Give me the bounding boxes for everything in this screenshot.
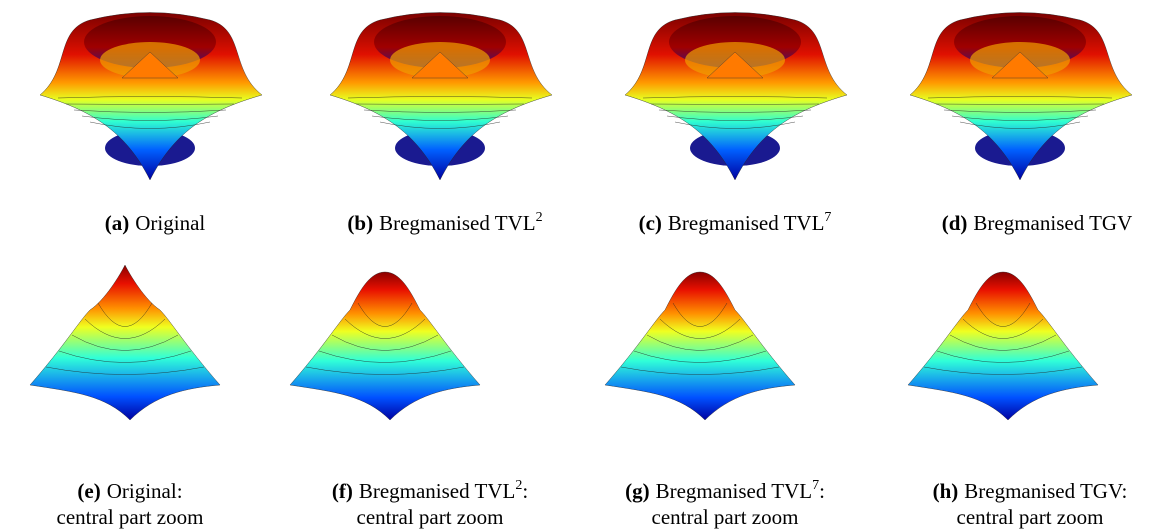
mesh-line xyxy=(949,334,1057,351)
caption: (f) Bregmanised TVL2: xyxy=(332,478,528,503)
center-cone xyxy=(121,51,179,79)
mesh-line xyxy=(45,366,205,375)
caption-label: (b) xyxy=(347,211,373,235)
caption-line2: central part zoom xyxy=(652,505,799,529)
mesh-line xyxy=(650,103,820,105)
mesh-line xyxy=(89,121,211,129)
caption: (a) Original xyxy=(105,211,206,235)
caption-line2: central part zoom xyxy=(357,505,504,529)
mesh-line xyxy=(935,103,1105,105)
mesh-line xyxy=(666,115,804,121)
mesh-line xyxy=(331,334,439,351)
mesh-line xyxy=(65,103,235,105)
mesh-line xyxy=(951,115,1089,121)
caption-label: (c) xyxy=(639,211,662,235)
mesh-line xyxy=(73,109,227,113)
mesh-line xyxy=(344,318,426,339)
caption-label: (a) xyxy=(105,211,130,235)
mesh-line xyxy=(347,96,533,99)
caption-text: Original xyxy=(135,211,205,235)
caption-line2: central part zoom xyxy=(57,505,204,529)
center-cone xyxy=(706,51,764,79)
mesh-line xyxy=(355,103,525,105)
mesh-line xyxy=(633,350,767,363)
center-cone xyxy=(991,51,1049,79)
mesh-line xyxy=(84,318,166,339)
mesh-line xyxy=(357,302,413,327)
caption-label: (g) xyxy=(625,479,650,503)
caption: (b) Bregmanised TVL2 xyxy=(347,210,542,235)
mesh-line xyxy=(642,96,828,99)
caption: (e) Original: xyxy=(77,479,182,503)
center-cone xyxy=(411,51,469,79)
surface xyxy=(289,271,481,421)
mesh-line xyxy=(363,109,517,113)
mesh-line xyxy=(923,366,1083,375)
caption-line2: central part zoom xyxy=(957,505,1104,529)
caption-text: Bregmanised TGV xyxy=(973,211,1132,235)
caption: (h) Bregmanised TGV: xyxy=(933,479,1128,503)
mesh-line xyxy=(57,96,243,99)
mesh-line xyxy=(936,350,1070,363)
mesh-line xyxy=(674,121,796,129)
mesh-line xyxy=(959,121,1081,129)
caption-label: (e) xyxy=(77,479,100,503)
caption-label: (d) xyxy=(942,211,968,235)
caption-superscript: 2 xyxy=(515,478,522,493)
caption-text: Bregmanised TVL xyxy=(379,211,536,235)
caption-superscript: 2 xyxy=(536,210,543,225)
mesh-line xyxy=(659,318,741,339)
caption-suffix: : xyxy=(522,479,528,503)
mesh-line xyxy=(81,115,219,121)
mesh-line xyxy=(58,350,192,363)
mesh-line xyxy=(71,334,179,351)
mesh-line xyxy=(305,366,465,375)
caption-suffix: : xyxy=(819,479,825,503)
mesh-line xyxy=(975,302,1031,327)
caption-label: (f) xyxy=(332,479,353,503)
caption: (g) Bregmanised TVL7: xyxy=(625,478,825,503)
mesh-line xyxy=(658,109,812,113)
mesh-line xyxy=(371,115,509,121)
caption-text: Bregmanised TVL xyxy=(668,211,825,235)
mesh-line xyxy=(672,302,728,327)
caption-superscript: 7 xyxy=(812,478,819,493)
mesh-line xyxy=(620,366,780,375)
mesh-line xyxy=(318,350,452,363)
caption-text: Bregmanised TVL xyxy=(359,479,516,503)
surface xyxy=(907,271,1099,421)
caption: (c) Bregmanised TVL7 xyxy=(639,210,832,235)
caption-text: Bregmanised TVL xyxy=(656,479,813,503)
mesh-line xyxy=(97,302,153,327)
caption-label: (h) xyxy=(933,479,959,503)
mesh-line xyxy=(927,96,1113,99)
caption-superscript: 7 xyxy=(824,210,831,225)
caption: (d) Bregmanised TGV xyxy=(942,211,1133,235)
captions: (a) Original (b) Bregmanised TVL2 (c) Bregman… xyxy=(57,210,1133,529)
caption-text: Bregmanised TGV: xyxy=(964,479,1127,503)
caption-text: Original: xyxy=(107,479,183,503)
mesh-line xyxy=(379,121,501,129)
plots xyxy=(29,12,1133,421)
surface xyxy=(604,271,796,421)
mesh-line xyxy=(646,334,754,351)
mesh-line xyxy=(962,318,1044,339)
mesh-line xyxy=(943,109,1097,113)
surface xyxy=(29,264,221,421)
